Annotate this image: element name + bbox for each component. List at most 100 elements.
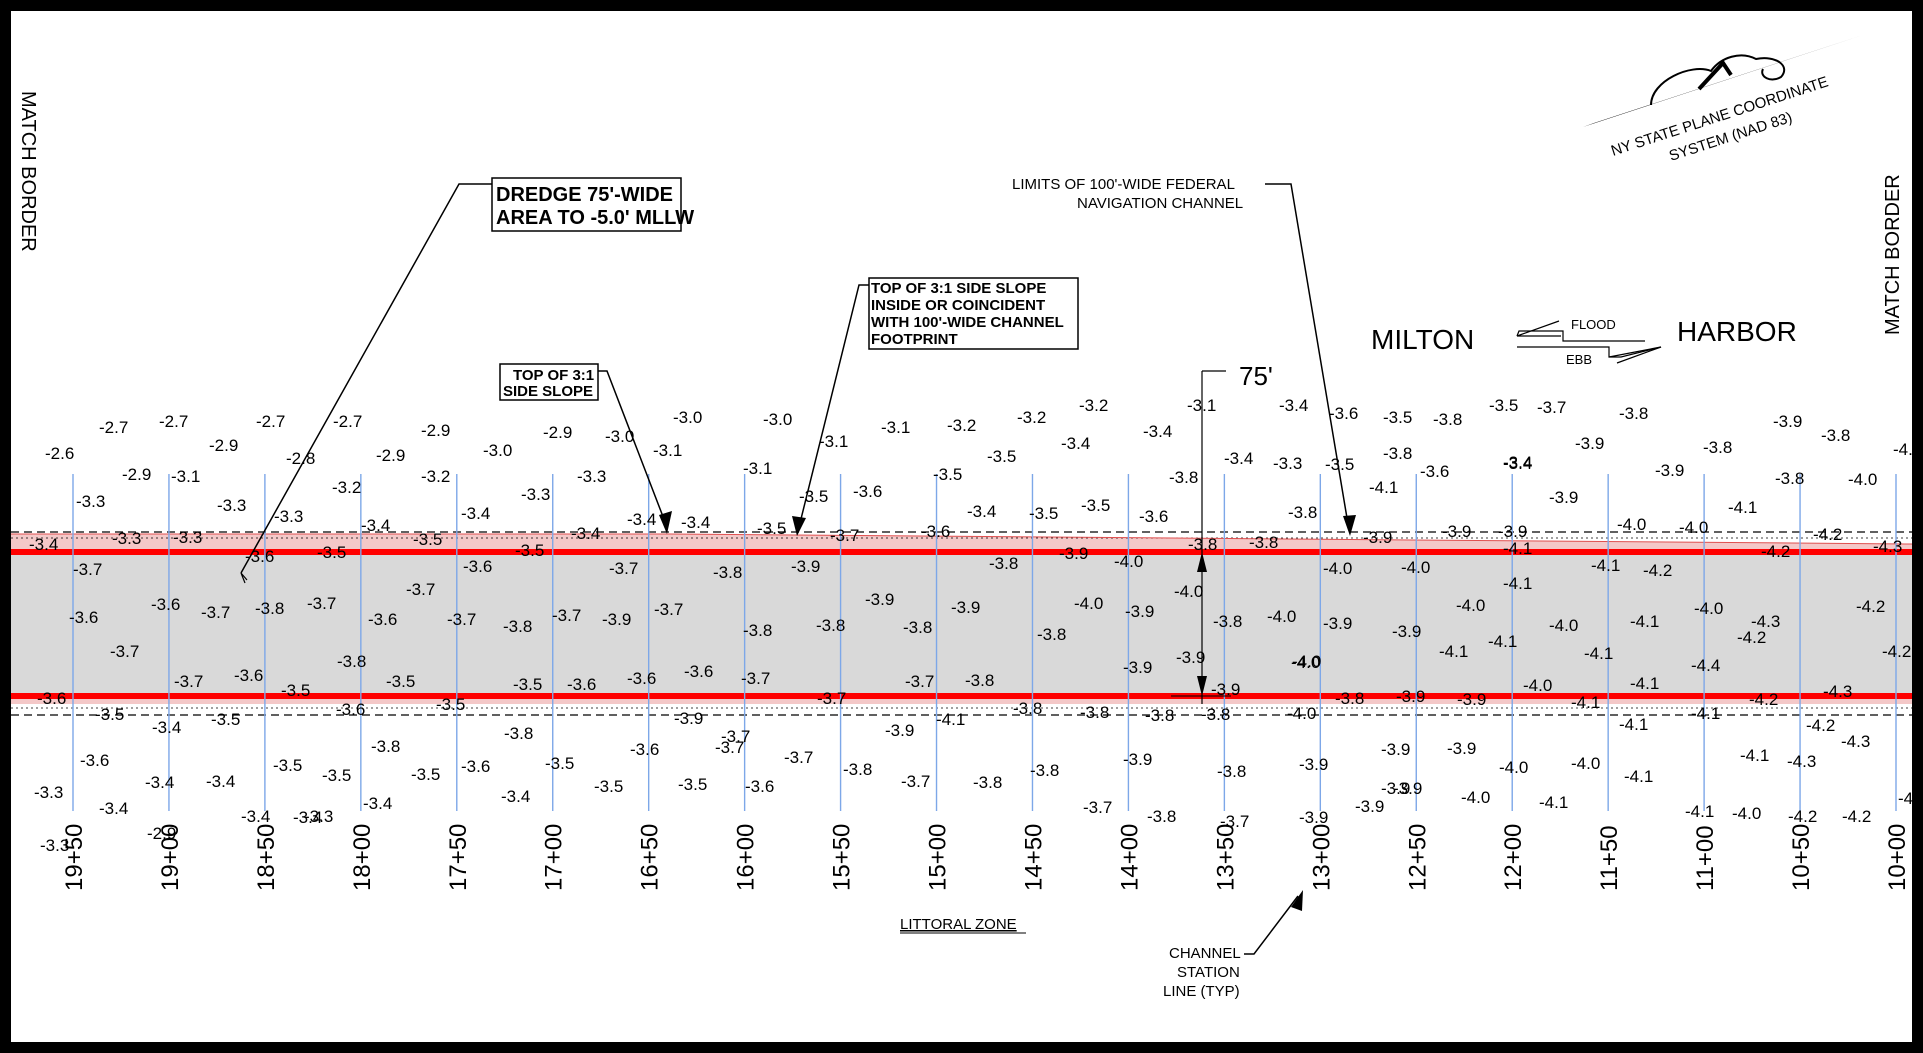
sounding-value: -3.4 (99, 799, 128, 818)
sounding-value: -3.3 (217, 496, 246, 515)
sounding-value: -4.0 (1292, 652, 1321, 671)
station-line-note-line3: LINE (TYP) (1163, 983, 1240, 1000)
width-dimension: 75' (1171, 361, 1273, 704)
sounding-value: -2.7 (99, 418, 128, 437)
sounding-value: -3.8 (1335, 689, 1364, 708)
sounding-value: -3.2 (947, 416, 976, 435)
sounding-value: -4.1 (936, 710, 965, 729)
sounding-value: -3.5 (545, 754, 574, 773)
sounding-value: -4.0 (1461, 788, 1490, 807)
sounding-value: -3.9 (1549, 488, 1578, 507)
sounding-value: -3.8 (816, 616, 845, 635)
sounding-value: -3.6 (151, 595, 180, 614)
sounding-value: -4.0 (1848, 470, 1877, 489)
sounding-value: -3.5 (1325, 455, 1354, 474)
top-slope-inside-line2: INSIDE OR COINCIDENT (871, 297, 1045, 314)
sounding-value: -3.9 (1392, 622, 1421, 641)
station-label: 16+00 (733, 824, 760, 891)
sounding-value: -4.3 (1751, 612, 1780, 631)
place-milton: MILTON (1371, 324, 1474, 355)
sounding-value: -4.1 (1539, 793, 1568, 812)
sounding-value: -3.7 (1083, 798, 1112, 817)
station-label: 15+00 (925, 824, 952, 891)
sounding-value: -3.3 (274, 507, 303, 526)
sounding-value: -3.8 (1147, 807, 1176, 826)
sounding-value: -3.9 (1442, 522, 1471, 541)
sounding-value: -3.8 (337, 652, 366, 671)
sounding-value: -3.7 (830, 526, 859, 545)
sounding-value: -3.6 (37, 689, 66, 708)
sounding-value: -4.2 (1788, 807, 1817, 826)
sounding-value: -3.3 (521, 485, 550, 504)
sounding-value: -3.0 (763, 410, 792, 429)
sounding-value: -3.4 (29, 535, 58, 554)
sounding-value: -3.8 (1821, 426, 1850, 445)
sounding-value: -4.0 (1549, 616, 1578, 635)
sounding-value: -3.8 (1201, 705, 1230, 724)
dredge-note: DREDGE 75'-WIDE AREA TO -5.0' MLLW (240, 177, 694, 584)
sounding-value: -3.7 (721, 727, 750, 746)
station-label: 18+00 (349, 824, 376, 891)
sounding-value: -4.1 (1619, 715, 1648, 734)
station-label: 17+50 (445, 824, 472, 891)
station-line-leader (1244, 895, 1299, 955)
sounding-value: -4.1 (1630, 674, 1659, 693)
sounding-value: -3.8 (1213, 612, 1242, 631)
sounding-value: -4.3 (1841, 732, 1870, 751)
sounding-value: -2.9 (376, 446, 405, 465)
sounding-value: -3.9 (1381, 779, 1410, 798)
federal-limits-line1: LIMITS OF 100'-WIDE FEDERAL (1012, 176, 1235, 193)
station-label: 11+00 (1692, 825, 1719, 891)
sounding-value: -3.6 (921, 522, 950, 541)
sounding-value: -2.9 (147, 824, 176, 843)
sounding-value: -3.8 (371, 737, 400, 756)
sounding-value: -3.8 (1037, 625, 1066, 644)
sounding-value: -3.6 (368, 610, 397, 629)
sounding-value: -3.4 (363, 794, 392, 813)
sounding-value: -4.2 (1761, 542, 1790, 561)
sounding-value: -3.0 (605, 427, 634, 446)
sounding-value: -3.8 (1145, 706, 1174, 725)
sounding-value: -4.1 (1503, 574, 1532, 593)
sounding-value: -3.9 (1176, 648, 1205, 667)
sounding-value: -3.9 (1447, 739, 1476, 758)
sounding-value: -3.4 (461, 504, 490, 523)
sounding-value: -3.9 (1498, 522, 1527, 541)
sounding-value: -4.0 (1893, 440, 1912, 459)
sounding-value: -4.0 (1679, 518, 1708, 537)
sounding-value: -3.4 (241, 807, 270, 826)
station-line-note-line1: CHANNEL (1169, 945, 1241, 962)
sounding-value: -4.0 (1456, 596, 1485, 615)
top-slope-arrowhead-icon (659, 511, 672, 534)
sounding-value: -3.5 (413, 530, 442, 549)
top-slope-inside-line1: TOP OF 3:1 SIDE SLOPE (871, 280, 1046, 297)
dredge-note-line1: DREDGE 75'-WIDE (496, 184, 673, 206)
flood-label: FLOOD (1571, 317, 1616, 332)
sounding-value: -3.8 (1080, 703, 1109, 722)
dredge-leader (240, 183, 492, 574)
sounding-value: -4.1 (1740, 746, 1769, 765)
sounding-value: -4.1 (1691, 704, 1720, 723)
sounding-value: -3.5 (211, 710, 240, 729)
sounding-value: -4.2 (1856, 597, 1885, 616)
sounding-value: -4.2 (1882, 642, 1911, 661)
sounding-value: -3.5 (386, 672, 415, 691)
sounding-value: -3.4 (501, 787, 530, 806)
sounding-value: -3.7 (201, 603, 230, 622)
sounding-value: -3.8 (1703, 438, 1732, 457)
top-slope-inside-arrowhead-icon (792, 516, 806, 536)
sounding-value: -3.8 (989, 554, 1018, 573)
sounding-value: -3.7 (1537, 398, 1566, 417)
sounding-value: -3.9 (1773, 412, 1802, 431)
sounding-value: -3.8 (965, 671, 994, 690)
sounding-value: -4.1 (1503, 539, 1532, 558)
sounding-value: -3.5 (678, 775, 707, 794)
sounding-value: -3.3 (1273, 454, 1302, 473)
sounding-value: -3.9 (885, 721, 914, 740)
sounding-value: -3.7 (552, 606, 581, 625)
sounding-value: -3.7 (654, 600, 683, 619)
sounding-value: -3.5 (281, 681, 310, 700)
ebb-label: EBB (1566, 352, 1592, 367)
station-label: 17+00 (541, 824, 568, 891)
sounding-value: -3.6 (1329, 404, 1358, 423)
